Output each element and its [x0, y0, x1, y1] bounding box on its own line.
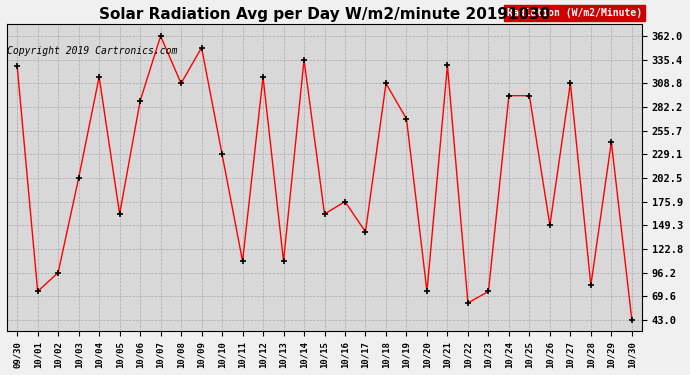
Title: Solar Radiation Avg per Day W/m2/minute 20191030: Solar Radiation Avg per Day W/m2/minute … [99, 7, 550, 22]
Text: Copyright 2019 Cartronics.com: Copyright 2019 Cartronics.com [7, 46, 177, 56]
Text: Radiation (W/m2/Minute): Radiation (W/m2/Minute) [507, 8, 642, 18]
